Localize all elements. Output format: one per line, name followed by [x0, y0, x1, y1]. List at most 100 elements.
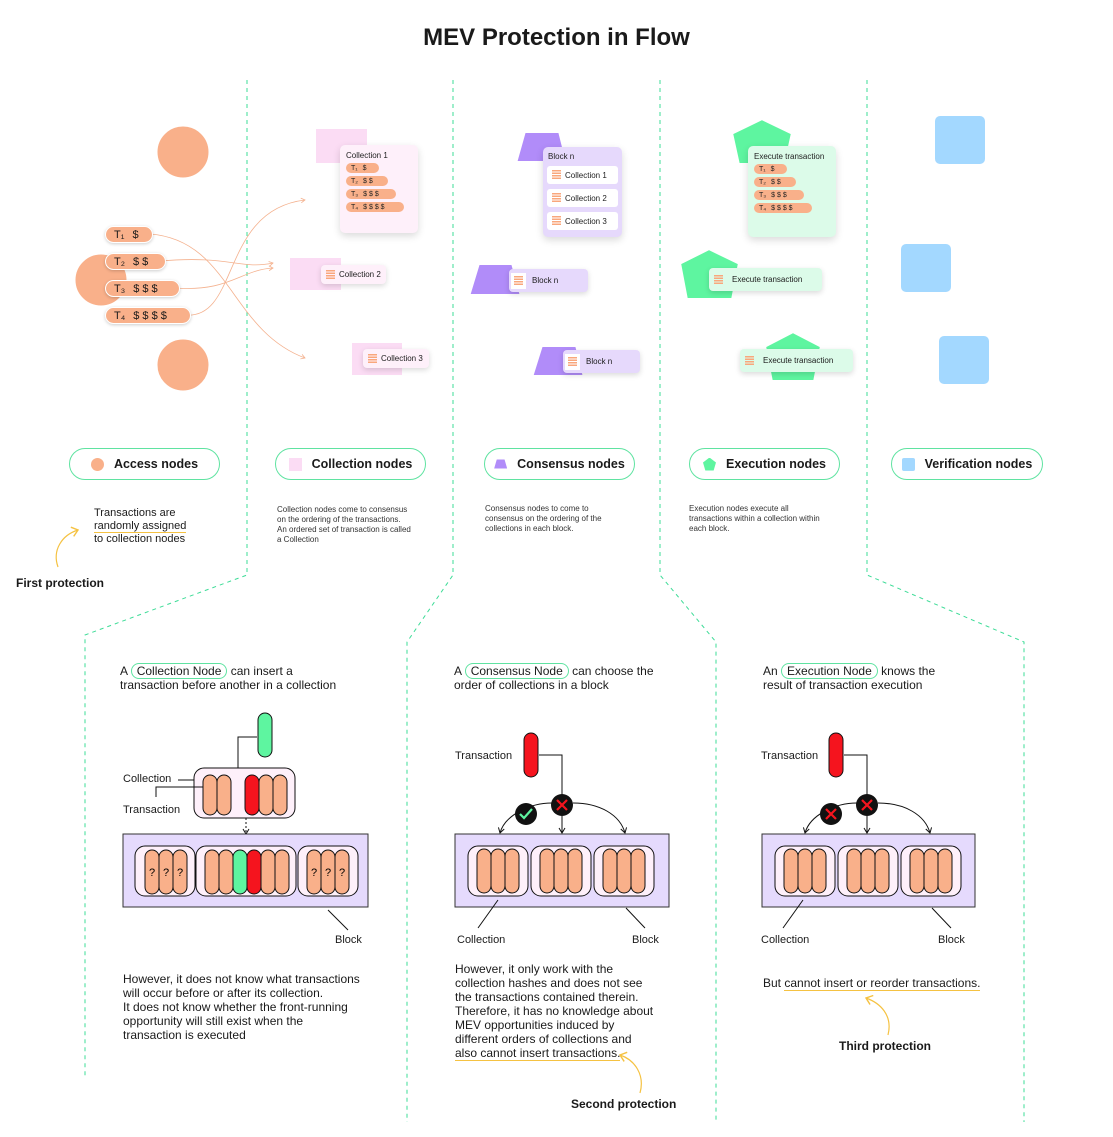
list-icon [552, 170, 561, 180]
collection-description: Collection nodes come to consensus on th… [277, 505, 411, 544]
third-protection-label: Third protection [839, 1039, 931, 1053]
block-chip: Block n [563, 350, 640, 373]
first-protection-label: First protection [16, 576, 105, 590]
block-row: Collection 3 [547, 212, 618, 230]
transaction-capsule [246, 849, 262, 895]
collection-chip: Collection 3 [363, 349, 429, 368]
transaction-capsule [334, 849, 350, 895]
rounded-square-icon [901, 457, 915, 471]
block-chip: Block n [509, 269, 588, 292]
transaction-capsule [602, 848, 618, 894]
panel1-heading: A Collection Node can insert a transactio… [120, 663, 337, 692]
card-title: Execute transaction [754, 152, 825, 161]
second-protection-label: Second protection [571, 1097, 677, 1111]
unknown-mark: ? [339, 867, 345, 879]
transaction-capsule [490, 848, 506, 894]
unknown-mark: ? [311, 867, 317, 879]
transaction-capsule [567, 848, 583, 894]
block-label: Block [632, 934, 659, 946]
list-icon [552, 216, 561, 226]
collection-label: Collection [457, 934, 506, 946]
panel3-diagram [761, 732, 976, 929]
transaction-capsule [218, 849, 234, 895]
collection-label: Collection [761, 934, 810, 946]
tx-row: T₃ $ $ $ [346, 189, 396, 199]
transaction-capsule [846, 848, 862, 894]
transaction-capsule [783, 848, 799, 894]
legend-verification-nodes: Verification nodes [891, 448, 1043, 480]
transaction [828, 732, 844, 778]
access-note: Transactions are randomly assigned to coll… [94, 507, 187, 545]
transaction-capsule [539, 848, 555, 894]
check-icon [515, 803, 537, 825]
transaction-capsule [553, 848, 569, 894]
unknown-mark: ? [163, 867, 169, 879]
collection-label: Collection [123, 773, 172, 785]
transaction-capsule [244, 774, 260, 816]
divider-1 [84, 80, 248, 1078]
verification-node-shapes [897, 112, 993, 388]
insert-arrow [234, 736, 257, 783]
transaction-label: Transaction [455, 750, 513, 762]
block-row: Collection 1 [547, 166, 618, 184]
list-icon [552, 193, 561, 203]
list-icon [511, 272, 526, 289]
divider-2 [406, 80, 454, 1122]
execution-chip: Execute transaction [740, 349, 853, 372]
transaction-capsule [630, 848, 646, 894]
square-icon [288, 457, 302, 471]
page-title: MEV Protection in Flow [423, 24, 690, 51]
label-leaders [155, 779, 203, 797]
legend-consensus-nodes: Consensus nodes [484, 448, 635, 480]
transaction-capsule [272, 774, 288, 816]
panel2-heading: A Consensus Node can choose the order of … [454, 663, 654, 692]
transaction-capsule [476, 848, 492, 894]
list-icon [368, 353, 377, 364]
panel2-diagram [454, 732, 670, 929]
transaction-capsule [860, 848, 876, 894]
block-row: Collection 2 [547, 189, 618, 207]
unknown-mark: ? [177, 867, 183, 879]
tx-row: T₂ $ $ [346, 176, 388, 186]
execution-chip: Execute transaction [709, 268, 822, 291]
transaction-capsule [216, 774, 232, 816]
transaction-label: Transaction [123, 804, 181, 816]
transaction [523, 732, 539, 778]
transaction-capsule [260, 849, 276, 895]
block-card: Block n Collection 1 Collection 2 Collec… [543, 147, 622, 237]
card-title: Collection 1 [346, 151, 388, 160]
transaction-capsule [797, 848, 813, 894]
panel1-diagram: ?????? [122, 712, 369, 931]
transaction-capsule [274, 849, 290, 895]
transaction-capsule [616, 848, 632, 894]
transaction-capsule [172, 849, 188, 895]
circle-icon [90, 457, 104, 471]
column-dividers [84, 80, 1025, 1122]
panel1-body: However, it does not know what transacti… [123, 972, 360, 1042]
divider-3 [659, 80, 717, 1122]
pentagon-icon [702, 457, 716, 471]
verification-node-square [931, 112, 989, 168]
transaction-capsule [232, 849, 248, 895]
transaction-capsule [202, 774, 218, 816]
protection-arrows [55, 526, 890, 1094]
legend-collection-nodes: Collection nodes [275, 448, 426, 480]
transaction-capsule [811, 848, 827, 894]
transaction-label: Transaction [761, 750, 819, 762]
execution-card: Execute transaction T₁ $ T₂ $ $ T₃ $ $ $ T₄… [748, 146, 836, 237]
block-label: Block [938, 934, 965, 946]
panel3-heading: An Execution Node knows the result of tra… [763, 663, 936, 692]
unknown-mark: ? [325, 867, 331, 879]
legend-execution-nodes: Execution nodes [689, 448, 840, 480]
consensus-node-trapezoid [465, 261, 525, 298]
access-node-circle [154, 336, 212, 394]
trapezoid-icon [494, 459, 508, 469]
verification-node-square [935, 332, 993, 388]
panel3-body: But cannot insert or reorder transaction… [763, 976, 981, 991]
unknown-mark: ? [149, 867, 155, 879]
divider-4 [866, 80, 1025, 1122]
list-icon [745, 355, 754, 366]
transaction-capsule [874, 848, 890, 894]
tx-row: T₄ $ $ $ $ [346, 202, 404, 212]
transaction-pill-1: T₁ $ [105, 226, 153, 243]
